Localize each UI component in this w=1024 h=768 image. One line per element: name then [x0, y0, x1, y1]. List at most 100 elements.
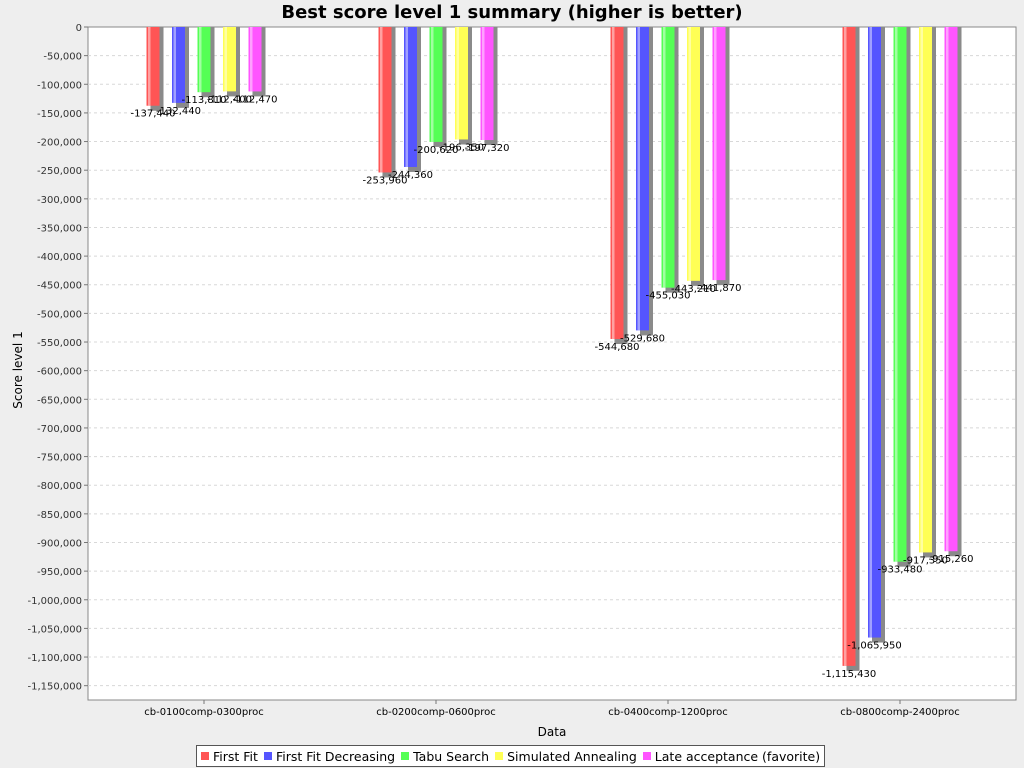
y-tick-label: -300,000 [37, 195, 82, 206]
legend-item: First Fit Decreasing [263, 748, 396, 764]
data-label: -196,350 [439, 142, 484, 153]
bar-highlight [199, 27, 202, 93]
y-tick-label: -450,000 [37, 281, 82, 292]
data-label: -197,320 [465, 143, 510, 154]
bar-highlight [844, 27, 847, 666]
y-tick-label: -500,000 [37, 309, 82, 320]
bar-highlight [224, 27, 227, 92]
legend-label: First Fit [213, 748, 258, 764]
bar-highlight [946, 27, 949, 552]
y-tick-label: -850,000 [37, 510, 82, 521]
data-labels: -137,440-132,440-113,810-112,400-112,470… [131, 94, 974, 680]
bar [661, 27, 675, 288]
bar [197, 27, 211, 93]
bar-highlight [250, 27, 253, 92]
data-label: -244,360 [388, 170, 433, 181]
bar [636, 27, 649, 331]
data-label: -529,680 [620, 333, 665, 344]
chart-title: Best score level 1 summary (higher is be… [281, 2, 743, 23]
bar-highlight [405, 27, 408, 167]
plot-area [87, 26, 1017, 701]
bar-highlight [456, 27, 459, 140]
bar-highlight [148, 27, 151, 106]
data-label: -112,470 [233, 94, 278, 105]
data-label: -132,440 [156, 106, 201, 117]
y-tick-label: 0 [76, 23, 82, 34]
bar [712, 27, 726, 281]
grid-lines [88, 55, 1016, 687]
data-label: -112,400 [207, 94, 252, 105]
legend-label: First Fit Decreasing [275, 748, 396, 764]
legend-label: Simulated Annealing [507, 748, 637, 764]
bar-highlight [869, 27, 872, 638]
x-tick-label: cb-0400comp-1200proc [608, 707, 728, 718]
x-axis-label: Data [538, 725, 567, 739]
y-tick-label: -400,000 [37, 252, 82, 263]
data-label: -200,620 [414, 145, 459, 156]
data-label: -544,680 [595, 342, 640, 353]
y-tick-label: -100,000 [37, 80, 82, 91]
data-label: -933,480 [878, 565, 923, 576]
y-tick-label: -1,100,000 [27, 653, 82, 664]
legend-swatch [401, 752, 410, 760]
legend-item: Tabu Search [401, 749, 489, 764]
data-label: -1,115,430 [822, 669, 877, 680]
bar-highlight [637, 27, 640, 331]
legend: First Fit First Fit Decreasing Tabu Search… [196, 745, 826, 767]
data-label: -917,350 [903, 555, 948, 566]
bar-highlight [663, 27, 666, 288]
y-axis: 0 -50,000 -100,000 -150,000 -200,000 -250,000… [27, 23, 88, 693]
bar [919, 27, 932, 553]
data-label: -455,030 [646, 291, 691, 302]
bar [893, 27, 907, 562]
bar-highlight [380, 27, 383, 173]
x-tick-label: cb-0100comp-0300proc [144, 707, 264, 718]
y-tick-label: -950,000 [37, 567, 82, 578]
data-label: -1,065,950 [847, 641, 902, 652]
y-tick-label: -700,000 [37, 424, 82, 435]
bar-highlight [612, 27, 615, 339]
bar-highlight [714, 27, 717, 281]
y-tick-label: -1,000,000 [27, 596, 82, 607]
bar [944, 27, 958, 552]
y-axis-label: Score level 1 [11, 331, 25, 408]
bar [429, 27, 443, 142]
legend-item: Simulated Annealing [495, 749, 637, 764]
y-tick-label: -250,000 [37, 166, 82, 177]
bar [146, 27, 160, 106]
x-tick-label: cb-0200comp-0600proc [376, 707, 496, 718]
y-tick-label: -150,000 [37, 109, 82, 120]
data-label: -253,960 [363, 175, 408, 186]
bar-highlight [173, 27, 176, 103]
y-tick-label: -550,000 [37, 338, 82, 349]
legend-label: Late acceptance (favorite) [654, 748, 821, 764]
y-tick-label: -750,000 [37, 453, 82, 464]
y-tick-label: -800,000 [37, 481, 82, 492]
x-tick-label: cb-0800comp-2400proc [840, 707, 960, 718]
y-tick-label: -200,000 [37, 138, 82, 149]
legend-swatch [263, 752, 272, 760]
y-tick-label: -900,000 [37, 538, 82, 549]
y-tick-label: -600,000 [37, 367, 82, 378]
data-label: -137,440 [131, 109, 176, 120]
bar-highlight [895, 27, 898, 562]
bars [146, 27, 962, 671]
bar [842, 27, 856, 666]
legend-label: Tabu Search [413, 748, 490, 764]
bar [610, 27, 624, 339]
legend-item: First Fit [201, 749, 258, 764]
data-label: -915,260 [929, 554, 974, 565]
bar-highlight [688, 27, 691, 281]
bar [868, 27, 881, 638]
bar [404, 27, 417, 167]
bar [172, 27, 185, 103]
legend-swatch [495, 752, 504, 760]
x-axis: cb-0100comp-0300proc cb-0200comp-0600proc… [144, 700, 960, 718]
bar-highlight [482, 27, 485, 141]
bar-highlight [431, 27, 434, 142]
bar [248, 27, 262, 92]
y-tick-label: -650,000 [37, 395, 82, 406]
legend-swatch [201, 752, 209, 760]
y-tick-label: -350,000 [37, 223, 82, 234]
